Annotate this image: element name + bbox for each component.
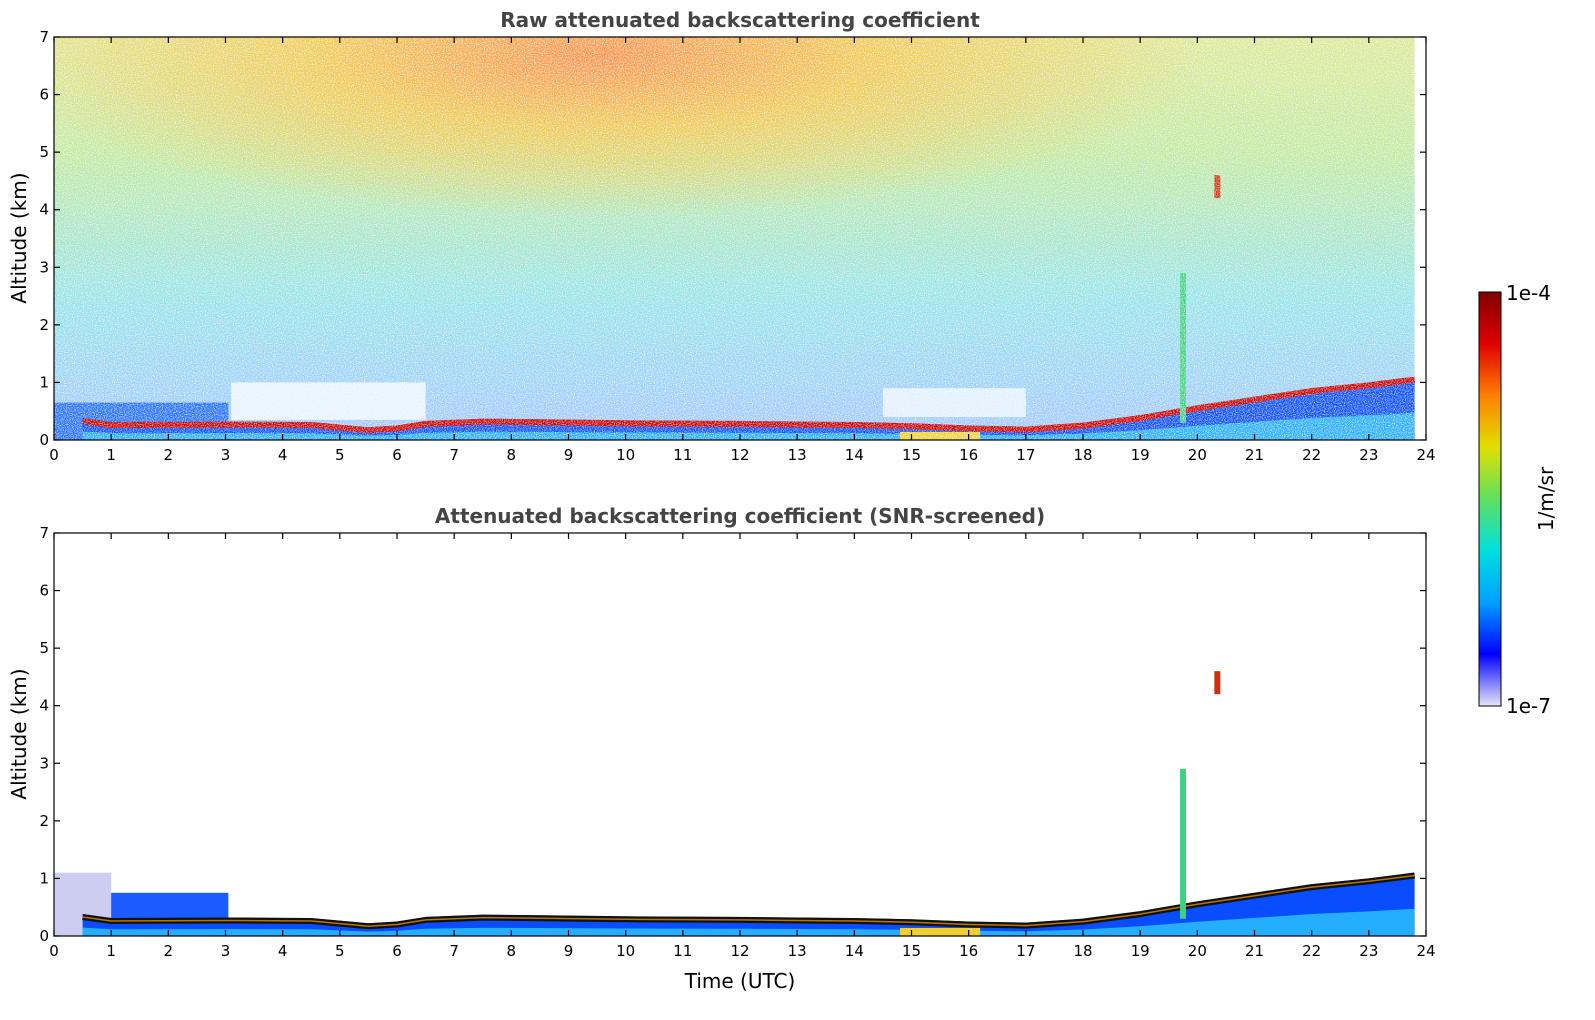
x-tick-label: 12 bbox=[730, 446, 749, 464]
x-tick-label: 13 bbox=[788, 942, 807, 960]
x-tick-label: 0 bbox=[49, 446, 59, 464]
x-tick-label: 18 bbox=[1073, 446, 1092, 464]
x-tick-label: 8 bbox=[507, 942, 517, 960]
x-tick-label: 24 bbox=[1416, 942, 1435, 960]
x-tick-label: 21 bbox=[1245, 942, 1264, 960]
y-tick-label: 6 bbox=[39, 86, 49, 104]
snr-heatmap bbox=[54, 671, 1415, 936]
snr-y-axis: 0 1 2 3 4 5 6 7 bbox=[39, 524, 1426, 945]
x-tick-label: 23 bbox=[1359, 446, 1378, 464]
y-tick-label: 0 bbox=[39, 431, 49, 449]
x-tick-label: 11 bbox=[673, 446, 692, 464]
x-tick-label: 19 bbox=[1131, 942, 1150, 960]
x-tick-label: 17 bbox=[1016, 942, 1035, 960]
y-tick-label: 2 bbox=[39, 812, 49, 830]
y-tick-label: 5 bbox=[39, 143, 49, 161]
x-tick-label: 10 bbox=[616, 942, 635, 960]
x-tick-label: 11 bbox=[673, 942, 692, 960]
x-tick-label: 1 bbox=[106, 446, 116, 464]
y-tick-label: 7 bbox=[39, 28, 49, 46]
raw-y-axis: 0 1 2 3 4 5 6 7 bbox=[39, 28, 1426, 449]
y-tick-label: 7 bbox=[39, 524, 49, 542]
x-tick-label: 23 bbox=[1359, 942, 1378, 960]
x-tick-label: 4 bbox=[278, 446, 288, 464]
y-tick-label: 2 bbox=[39, 316, 49, 334]
x-tick-label: 17 bbox=[1016, 446, 1035, 464]
y-tick-label: 3 bbox=[39, 258, 49, 276]
y-tick-label: 0 bbox=[39, 927, 49, 945]
raw-panel-title: Raw attenuated backscattering coefficien… bbox=[500, 8, 980, 32]
colorbar-unit-label: 1/m/sr bbox=[1534, 466, 1558, 531]
y-tick-label: 1 bbox=[39, 373, 49, 391]
x-tick-label: 15 bbox=[902, 942, 921, 960]
snr-y-axis-label: Altitude (km) bbox=[7, 668, 31, 799]
x-tick-label: 7 bbox=[449, 446, 459, 464]
x-tick-label: 7 bbox=[449, 942, 459, 960]
x-tick-label: 14 bbox=[845, 446, 864, 464]
colorbar-scale bbox=[1478, 291, 1502, 707]
y-tick-label: 1 bbox=[39, 869, 49, 887]
snr-aerosol-layer bbox=[82, 671, 1415, 936]
x-tick-label: 19 bbox=[1131, 446, 1150, 464]
x-tick-label: 2 bbox=[164, 942, 174, 960]
raw-x-axis: 0 1 2 3 4 5 6 7 8 9 10 11 12 13 14 15 16 17 18 19 20 21 22 23 24 bbox=[49, 37, 1436, 464]
plume-feature bbox=[1180, 769, 1187, 919]
raw-speckle-overlay bbox=[54, 37, 1426, 440]
x-tick-label: 22 bbox=[1302, 942, 1321, 960]
x-tick-label: 1 bbox=[106, 942, 116, 960]
y-tick-label: 4 bbox=[39, 697, 49, 715]
raw-y-axis-label: Altitude (km) bbox=[7, 172, 31, 303]
x-tick-label: 9 bbox=[564, 446, 574, 464]
x-tick-label: 14 bbox=[845, 942, 864, 960]
colorbar: 1e-4 1e-7 1/m/sr bbox=[1478, 281, 1558, 718]
x-tick-label: 6 bbox=[392, 942, 402, 960]
x-tick-label: 5 bbox=[335, 942, 345, 960]
y-tick-label: 4 bbox=[39, 201, 49, 219]
colorbar-max-label: 1e-4 bbox=[1506, 281, 1551, 305]
y-tick-label: 5 bbox=[39, 639, 49, 657]
x-tick-label: 0 bbox=[49, 942, 59, 960]
surface-layer-fill bbox=[82, 908, 1415, 936]
x-tick-label: 18 bbox=[1073, 942, 1092, 960]
raw-heatmap bbox=[54, 37, 1426, 440]
x-tick-label: 6 bbox=[392, 446, 402, 464]
x-tick-label: 22 bbox=[1302, 446, 1321, 464]
x-tick-label: 13 bbox=[788, 446, 807, 464]
y-tick-label: 6 bbox=[39, 582, 49, 600]
x-tick-label: 2 bbox=[164, 446, 174, 464]
x-tick-label: 12 bbox=[730, 942, 749, 960]
x-axis-label: Time (UTC) bbox=[684, 969, 796, 993]
x-tick-label: 3 bbox=[221, 942, 231, 960]
x-tick-label: 20 bbox=[1188, 942, 1207, 960]
x-tick-label: 16 bbox=[959, 446, 978, 464]
colorbar-min-label: 1e-7 bbox=[1506, 694, 1551, 718]
y-tick-label: 3 bbox=[39, 754, 49, 772]
plume-feature bbox=[1214, 671, 1221, 695]
x-tick-label: 9 bbox=[564, 942, 574, 960]
x-tick-label: 3 bbox=[221, 446, 231, 464]
snr-panel-title: Attenuated backscattering coefficient (S… bbox=[435, 504, 1045, 528]
layer-top-highlight bbox=[82, 874, 1415, 927]
surface-hotspot bbox=[900, 927, 981, 936]
x-tick-label: 21 bbox=[1245, 446, 1264, 464]
x-tick-label: 15 bbox=[902, 446, 921, 464]
x-tick-label: 16 bbox=[959, 942, 978, 960]
x-tick-label: 8 bbox=[507, 446, 517, 464]
snr-x-axis: 0 1 2 3 4 5 6 7 8 9 10 11 12 13 14 15 16 17 18 19 20 21 22 23 24 bbox=[49, 533, 1436, 960]
x-tick-label: 5 bbox=[335, 446, 345, 464]
x-tick-label: 10 bbox=[616, 446, 635, 464]
x-tick-label: 24 bbox=[1416, 446, 1435, 464]
x-tick-label: 4 bbox=[278, 942, 288, 960]
snr-plot-frame bbox=[53, 532, 1427, 937]
snr-backscatter-panel: Attenuated backscattering coefficient (S… bbox=[7, 504, 1436, 993]
raw-backscatter-panel: Raw attenuated backscattering coefficien… bbox=[7, 8, 1436, 464]
x-tick-label: 20 bbox=[1188, 446, 1207, 464]
